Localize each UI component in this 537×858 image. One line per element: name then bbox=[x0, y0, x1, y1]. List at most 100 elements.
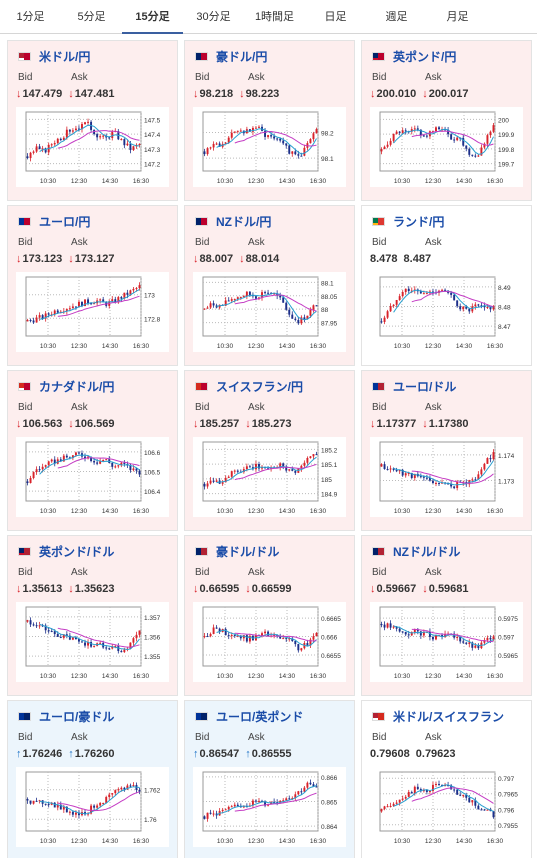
tab-5[interactable]: 日足 bbox=[324, 11, 347, 23]
candle-body bbox=[224, 809, 227, 811]
tab-3[interactable]: 30分足 bbox=[196, 11, 231, 23]
mini-chart[interactable]: 0.5975 0.597 0.5965 10:30 12:30 14:30 16:30 bbox=[370, 602, 523, 682]
candle-body bbox=[288, 145, 291, 154]
rate-values: ↓147.479 ↓147.481 bbox=[16, 88, 121, 100]
candle-body bbox=[236, 635, 239, 637]
candle-body bbox=[431, 636, 434, 640]
rate-card[interactable]: 英ポンド/ドル Bid Ask ↓1.35613 ↓1.35623 1.357 1.356 1… bbox=[7, 535, 178, 696]
rate-card[interactable]: ユーロ/円 Bid Ask ↓173.123 ↓173.127 173 172.8 10:30… bbox=[7, 205, 178, 366]
pair-name[interactable]: 米ドル/円 bbox=[39, 49, 91, 64]
y-tick-label: 0.864 bbox=[321, 824, 338, 831]
rate-card[interactable]: ユーロ/英ポンド Bid Ask ↑0.86547 ↑0.86555 0.866 0.865… bbox=[184, 700, 355, 858]
candle-body bbox=[218, 304, 221, 308]
candle-body bbox=[111, 463, 114, 467]
card-title: NZドル/ドル bbox=[372, 544, 461, 559]
tab-4[interactable]: 1時間足 bbox=[254, 11, 295, 23]
ma-short-line bbox=[39, 124, 140, 153]
candle-body bbox=[389, 140, 392, 145]
candle-body bbox=[105, 459, 108, 461]
rate-card[interactable]: スイスフラン/円 Bid Ask ↓185.257 ↓185.273 185.2 185.1… bbox=[184, 370, 355, 531]
y-tick-label: 88.1 bbox=[321, 280, 334, 287]
candle-body bbox=[77, 128, 80, 130]
candle-body bbox=[29, 320, 32, 322]
mini-chart[interactable]: 98.2 98.1 10:30 12:30 14:30 16:30 bbox=[193, 107, 346, 187]
currency-flag-icon bbox=[195, 546, 208, 556]
rate-card[interactable]: 英ポンド/円 Bid Ask ↓200.010 ↓200.017 200 199.9 199.… bbox=[361, 40, 532, 201]
tab-7[interactable]: 月足 bbox=[446, 11, 469, 23]
pair-name[interactable]: ユーロ/円 bbox=[39, 214, 91, 229]
x-tick-label: 14:30 bbox=[456, 508, 473, 515]
bid-label: Bid bbox=[372, 237, 387, 248]
candle-body bbox=[26, 320, 29, 322]
candle-body bbox=[138, 630, 141, 635]
rate-card[interactable]: ユーロ/豪ドル Bid Ask ↑1.76246 ↑1.76260 1.762 1.76 10… bbox=[7, 700, 178, 858]
pair-name[interactable]: 豪ドル/ドル bbox=[216, 544, 280, 559]
timeframe-tabs: 1分足 5分足 15分足 30分足 1時間足 日足 週足 月足 bbox=[0, 0, 537, 34]
ask-value: 200.017 bbox=[428, 88, 469, 100]
candle-body bbox=[282, 297, 285, 303]
tab-2[interactable]: 15分足 bbox=[122, 0, 183, 34]
candle-body bbox=[471, 154, 474, 156]
candle-body bbox=[209, 147, 212, 149]
pair-name[interactable]: NZドル/円 bbox=[216, 214, 272, 229]
tab-6[interactable]: 週足 bbox=[385, 11, 408, 23]
mini-chart[interactable]: 173 172.8 10:30 12:30 14:30 16:30 bbox=[16, 272, 169, 352]
mini-chart[interactable]: 106.6 106.5 106.4 10:30 12:30 14:30 16:30 bbox=[16, 437, 169, 517]
candle-body bbox=[258, 800, 260, 802]
candle-body bbox=[315, 454, 318, 456]
candle-body bbox=[428, 790, 431, 792]
rate-card[interactable]: 豪ドル/円 Bid Ask ↓98.218 ↓98.223 98.2 98.1 10:30 12… bbox=[184, 40, 355, 201]
candle-body bbox=[135, 288, 138, 290]
rate-card[interactable]: NZドル/円 Bid Ask ↓88.007 ↓88.014 88.1 88.05 88 87.… bbox=[184, 205, 355, 366]
plot-frame bbox=[379, 111, 496, 172]
mini-chart[interactable]: 0.6665 0.666 0.6655 10:30 12:30 14:30 16:30 bbox=[193, 602, 346, 682]
pair-name[interactable]: 英ポンド/円 bbox=[393, 49, 457, 64]
pair-name[interactable]: ユーロ/ドル bbox=[393, 379, 457, 394]
ma-short-line bbox=[216, 629, 317, 647]
bid-value: 147.479 bbox=[22, 88, 63, 100]
candle-body bbox=[224, 300, 227, 306]
candle-body bbox=[29, 478, 32, 484]
candle-body bbox=[41, 315, 44, 319]
pair-name[interactable]: NZドル/ドル bbox=[393, 544, 461, 559]
mini-chart[interactable]: 1.762 1.76 10:30 12:30 14:30 16:30 bbox=[16, 767, 169, 847]
mini-chart[interactable]: 8.49 8.48 8.47 10:30 12:30 14:30 16:30 bbox=[370, 272, 523, 352]
rate-card[interactable]: NZドル/ドル Bid Ask ↓0.59667 ↓0.59681 0.5975 0.597… bbox=[361, 535, 532, 696]
rate-card[interactable]: カナダドル/円 Bid Ask ↓106.563 ↓106.569 106.6 106.5 1… bbox=[7, 370, 178, 531]
candle-body bbox=[306, 457, 309, 463]
candle-body bbox=[84, 642, 86, 646]
pair-name[interactable]: スイスフラン/円 bbox=[216, 379, 303, 394]
rate-card[interactable]: ランド/円 Bid Ask 8.478 8.487 8.49 8.48 8.47 10:30 12… bbox=[361, 205, 532, 366]
mini-chart[interactable]: 200 199.9 199.8 199.7 10:30 12:30 14:30 16:30 bbox=[370, 107, 523, 187]
rate-values: ↓1.35613 ↓1.35623 bbox=[16, 583, 121, 595]
y-tick-label: 185.1 bbox=[321, 462, 338, 469]
mini-chart[interactable]: 0.797 0.7965 0.796 0.7955 10:30 12:30 14:30 16:… bbox=[370, 767, 523, 847]
rate-card[interactable]: ユーロ/ドル Bid Ask ↓1.17377 ↓1.17380 1.174 1.173 10… bbox=[361, 370, 532, 531]
candle-body bbox=[392, 304, 395, 306]
candle-body bbox=[291, 638, 294, 641]
mini-chart[interactable]: 0.866 0.865 0.864 10:30 12:30 14:30 16:30 bbox=[193, 767, 346, 847]
mini-chart[interactable]: 1.357 1.356 1.355 10:30 12:30 14:30 16:30 bbox=[16, 602, 169, 682]
pair-name[interactable]: 米ドル/スイスフラン bbox=[393, 709, 504, 724]
pair-name[interactable]: 豪ドル/円 bbox=[216, 49, 268, 64]
rate-card[interactable]: 豪ドル/ドル Bid Ask ↓0.66595 ↓0.66599 0.6665 0.666 0… bbox=[184, 535, 355, 696]
tab-1[interactable]: 5分足 bbox=[77, 11, 106, 23]
pair-name[interactable]: ユーロ/豪ドル bbox=[39, 709, 115, 724]
currency-flag-icon bbox=[372, 51, 385, 61]
mini-chart[interactable]: 88.1 88.05 88 87.95 10:30 12:30 14:30 16:30 bbox=[193, 272, 346, 352]
candle-body bbox=[138, 789, 141, 792]
tab-0[interactable]: 1分足 bbox=[16, 11, 45, 23]
rate-card[interactable]: 米ドル/円 Bid Ask ↓147.479 ↓147.481 147.5 147.4 147… bbox=[7, 40, 178, 201]
pair-name[interactable]: ユーロ/英ポンド bbox=[216, 709, 304, 724]
pair-name[interactable]: カナダドル/円 bbox=[39, 379, 115, 394]
candle-body bbox=[444, 633, 447, 637]
chart-svg: 0.5975 0.597 0.5965 10:30 12:30 14:30 16:30 bbox=[379, 606, 518, 680]
candle-body bbox=[215, 627, 218, 629]
rate-card[interactable]: 米ドル/スイスフラン Bid Ask 0.79608 0.79623 0.797 0.796… bbox=[361, 700, 532, 858]
mini-chart[interactable]: 1.174 1.173 10:30 12:30 14:30 16:30 bbox=[370, 437, 523, 517]
pair-name[interactable]: 英ポンド/ドル bbox=[39, 544, 115, 559]
mini-chart[interactable]: 147.5 147.4 147.3 147.2 10:30 12:30 14:30 16:30 bbox=[16, 107, 169, 187]
mini-chart[interactable]: 185.2 185.1 185 184.9 10:30 12:30 14:30 16:30 bbox=[193, 437, 346, 517]
y-tick-label: 199.7 bbox=[498, 162, 515, 169]
pair-name[interactable]: ランド/円 bbox=[393, 214, 445, 229]
